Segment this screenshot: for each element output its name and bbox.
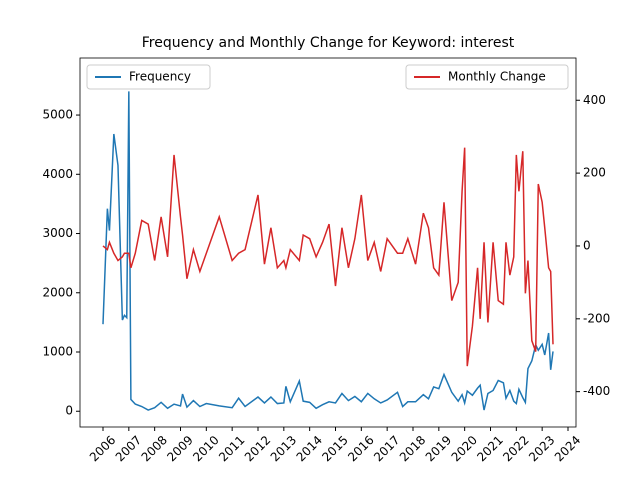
x-tick-label: 2021 bbox=[474, 433, 505, 464]
data-line bbox=[102, 91, 554, 411]
x-tick-label: 2022 bbox=[500, 433, 531, 464]
y2-tick-label: 0 bbox=[583, 238, 591, 252]
x-tick-label: 2013 bbox=[268, 433, 299, 464]
y-tick-label: 3000 bbox=[42, 226, 73, 240]
x-tick-label: 2009 bbox=[164, 433, 195, 464]
x-tick-label: 2024 bbox=[552, 433, 583, 464]
x-tick-label: 2018 bbox=[397, 433, 428, 464]
x-tick-label: 2011 bbox=[216, 433, 247, 464]
x-tick-label: 2007 bbox=[113, 433, 144, 464]
x-tick-label: 2015 bbox=[319, 433, 350, 464]
data-line bbox=[102, 147, 554, 367]
x-tick-label: 2020 bbox=[449, 433, 480, 464]
legend-box bbox=[405, 64, 569, 90]
x-tick-label: 2017 bbox=[371, 433, 402, 464]
y-tick-label: 5000 bbox=[42, 108, 73, 122]
x-tick-label: 2012 bbox=[242, 433, 273, 464]
legend-label: Monthly Change bbox=[448, 70, 546, 84]
chart-title: Frequency and Monthly Change for Keyword… bbox=[142, 35, 515, 51]
plot-frame bbox=[79, 57, 577, 428]
y-tick-label: 1000 bbox=[42, 345, 73, 359]
y-tick-label: 2000 bbox=[42, 285, 73, 299]
x-tick-label: 2014 bbox=[294, 433, 325, 464]
y2-tick-label: 400 bbox=[583, 93, 606, 107]
y2-tick-label: 200 bbox=[583, 166, 606, 180]
y-tick-label: 0 bbox=[65, 404, 73, 418]
x-tick-label: 2019 bbox=[423, 433, 454, 464]
y-tick-label: 4000 bbox=[42, 167, 73, 181]
y2-tick-label: -200 bbox=[583, 311, 610, 325]
x-tick-label: 2008 bbox=[139, 433, 170, 464]
x-tick-label: 2023 bbox=[526, 433, 557, 464]
x-tick-label: 2016 bbox=[345, 433, 376, 464]
y2-tick-label: -400 bbox=[583, 384, 610, 398]
x-tick-label: 2006 bbox=[87, 433, 118, 464]
legend-label: Frequency bbox=[129, 70, 191, 84]
legend-box bbox=[86, 64, 211, 90]
x-tick-label: 2010 bbox=[190, 433, 221, 464]
